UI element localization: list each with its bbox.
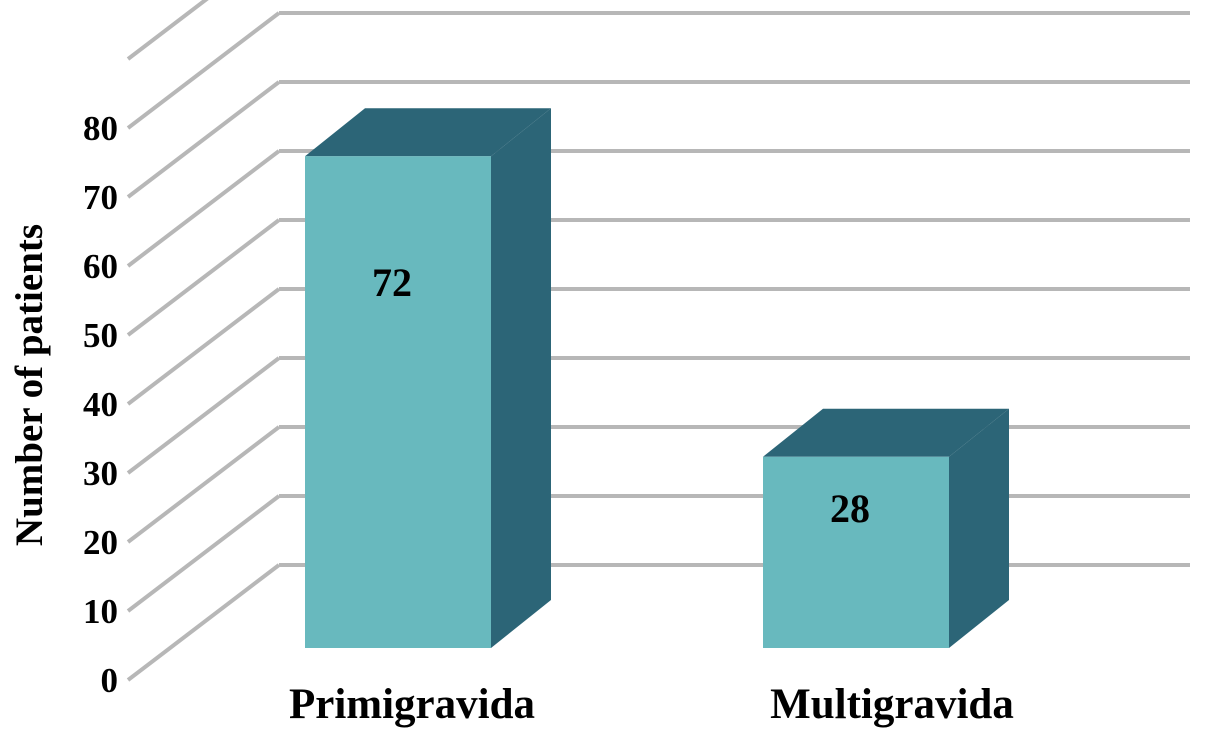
y-axis-title: Number of patients [8, 224, 51, 546]
gridline [126, 356, 1190, 475]
bar-front [763, 456, 949, 648]
gridlines [126, 0, 1190, 682]
x-axis-categories: Primigravida Multigravida [289, 681, 1014, 728]
y-tick-label: 10 [83, 592, 118, 631]
bar-front [305, 156, 491, 649]
bar-top [763, 408, 1009, 457]
gridline [126, 149, 1190, 268]
gridline [126, 218, 1190, 337]
y-tick-label: 60 [83, 247, 118, 286]
bars: 72 28 [305, 108, 1009, 649]
data-label: 72 [372, 260, 412, 305]
y-tick-label: 0 [101, 661, 119, 700]
y-tick-label: 70 [83, 178, 118, 217]
gridline [126, 80, 1190, 199]
gridline [126, 287, 1190, 406]
gridline [126, 11, 1190, 130]
gridline [126, 494, 1190, 613]
y-tick-label: 20 [83, 523, 118, 562]
bar: 28 [763, 408, 1009, 648]
y-axis-ticks: 0 10 20 30 40 50 60 70 80 [83, 109, 118, 700]
gridline [126, 563, 1190, 682]
y-tick-label: 40 [83, 385, 118, 424]
x-category-label: Multigravida [770, 681, 1014, 728]
bar-top [305, 108, 551, 157]
bar-side [491, 108, 551, 649]
bar-side [949, 408, 1009, 648]
data-label: 28 [830, 486, 870, 531]
bar: 72 [305, 108, 551, 649]
y-tick-label: 80 [83, 109, 118, 148]
y-tick-label: 30 [83, 454, 118, 493]
gridline [126, 425, 1190, 544]
x-category-label: Primigravida [289, 681, 535, 728]
y-tick-label: 50 [83, 316, 118, 355]
gridline [126, 0, 209, 61]
